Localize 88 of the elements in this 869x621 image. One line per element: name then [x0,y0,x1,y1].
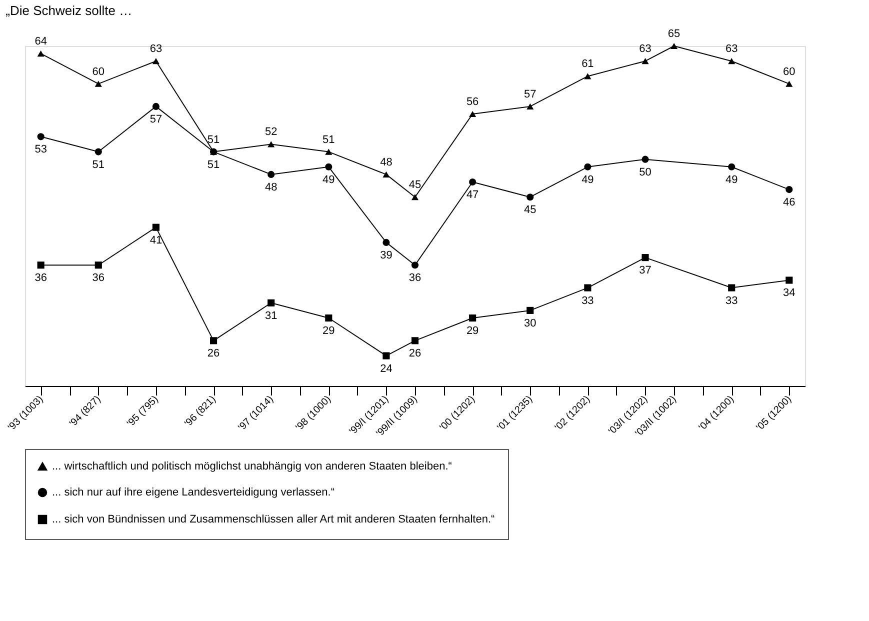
point [728,284,736,292]
data-label: 60 [783,66,796,78]
data-label: 57 [150,113,162,126]
point [94,80,102,87]
data-label: 48 [380,156,392,168]
legend-label: ... sich nur auf ihre eigene Landesverteidigung verlassen.“ [52,486,335,498]
data-label: 50 [639,166,652,178]
data-label: 30 [524,317,536,330]
point [526,194,534,201]
point [382,352,390,360]
chart-title: „Die Schweiz sollte … [6,3,132,18]
point [584,163,592,170]
point [728,58,736,64]
point [642,58,649,64]
point [786,186,793,194]
data-label: 49 [582,174,594,186]
point [152,58,160,64]
data-label: 46 [783,196,796,209]
data-label: 36 [34,272,47,284]
data-label: 31 [264,310,278,322]
data-label: 64 [34,36,47,48]
point [526,306,534,314]
data-label: 65 [668,28,680,40]
point [382,171,390,178]
point [786,80,793,87]
point [152,224,160,231]
data-label: 63 [725,43,738,56]
data-label: 37 [639,264,652,277]
point [152,102,160,110]
legend-label: ... wirtschaftlich und politisch möglichst unabhängig von anderen Staaten bleiben.“ [52,460,452,472]
point [37,50,44,57]
data-label: 47 [466,189,479,201]
point [728,163,736,170]
data-label: 52 [264,126,278,138]
point [210,337,218,344]
data-label: 49 [725,174,738,186]
point [469,314,476,322]
data-label: 29 [322,325,335,337]
data-label: 49 [322,174,335,186]
point [786,276,793,284]
data-label: 36 [408,272,422,284]
data-label: 57 [524,88,536,100]
data-label: 48 [264,181,278,194]
data-label: 33 [725,294,738,307]
data-label: 51 [92,158,105,171]
point [411,337,419,344]
point [584,73,592,80]
data-label: 61 [582,58,594,70]
point [325,314,332,322]
data-label: 63 [639,43,652,56]
data-label: 63 [150,43,162,56]
data-label: 51 [322,134,335,146]
data-label: 34 [783,287,796,300]
point [94,262,102,269]
data-label: 33 [582,294,594,307]
data-label: 24 [380,362,392,375]
point [37,262,44,269]
point [642,254,649,262]
point [268,170,275,178]
point [642,156,649,163]
data-label: 26 [408,348,422,360]
point [325,148,332,155]
data-label: 53 [34,144,47,156]
point [670,42,678,50]
data-label: 56 [466,96,479,108]
point [94,148,102,156]
point [411,194,419,200]
point [268,141,275,148]
point [469,110,476,118]
point [526,103,534,110]
data-label: 51 [207,158,220,171]
data-label: 60 [92,66,105,78]
data-label: 39 [380,249,392,262]
data-label: 45 [408,179,422,192]
point [411,262,419,269]
legend-label: ... sich von Bündnissen und Zusammenschlüssen aller Art mit anderen Staaten fernhalten.“ [52,514,496,526]
point [382,238,390,246]
data-label: 36 [92,272,105,284]
data-label: 26 [207,348,220,360]
point [325,163,332,170]
point [37,133,44,140]
point [268,299,275,306]
data-label: 29 [466,325,479,337]
data-label: 51 [207,134,220,146]
data-label: 45 [524,204,536,216]
point [469,178,476,186]
data-label: 41 [150,234,162,246]
point [584,284,592,292]
